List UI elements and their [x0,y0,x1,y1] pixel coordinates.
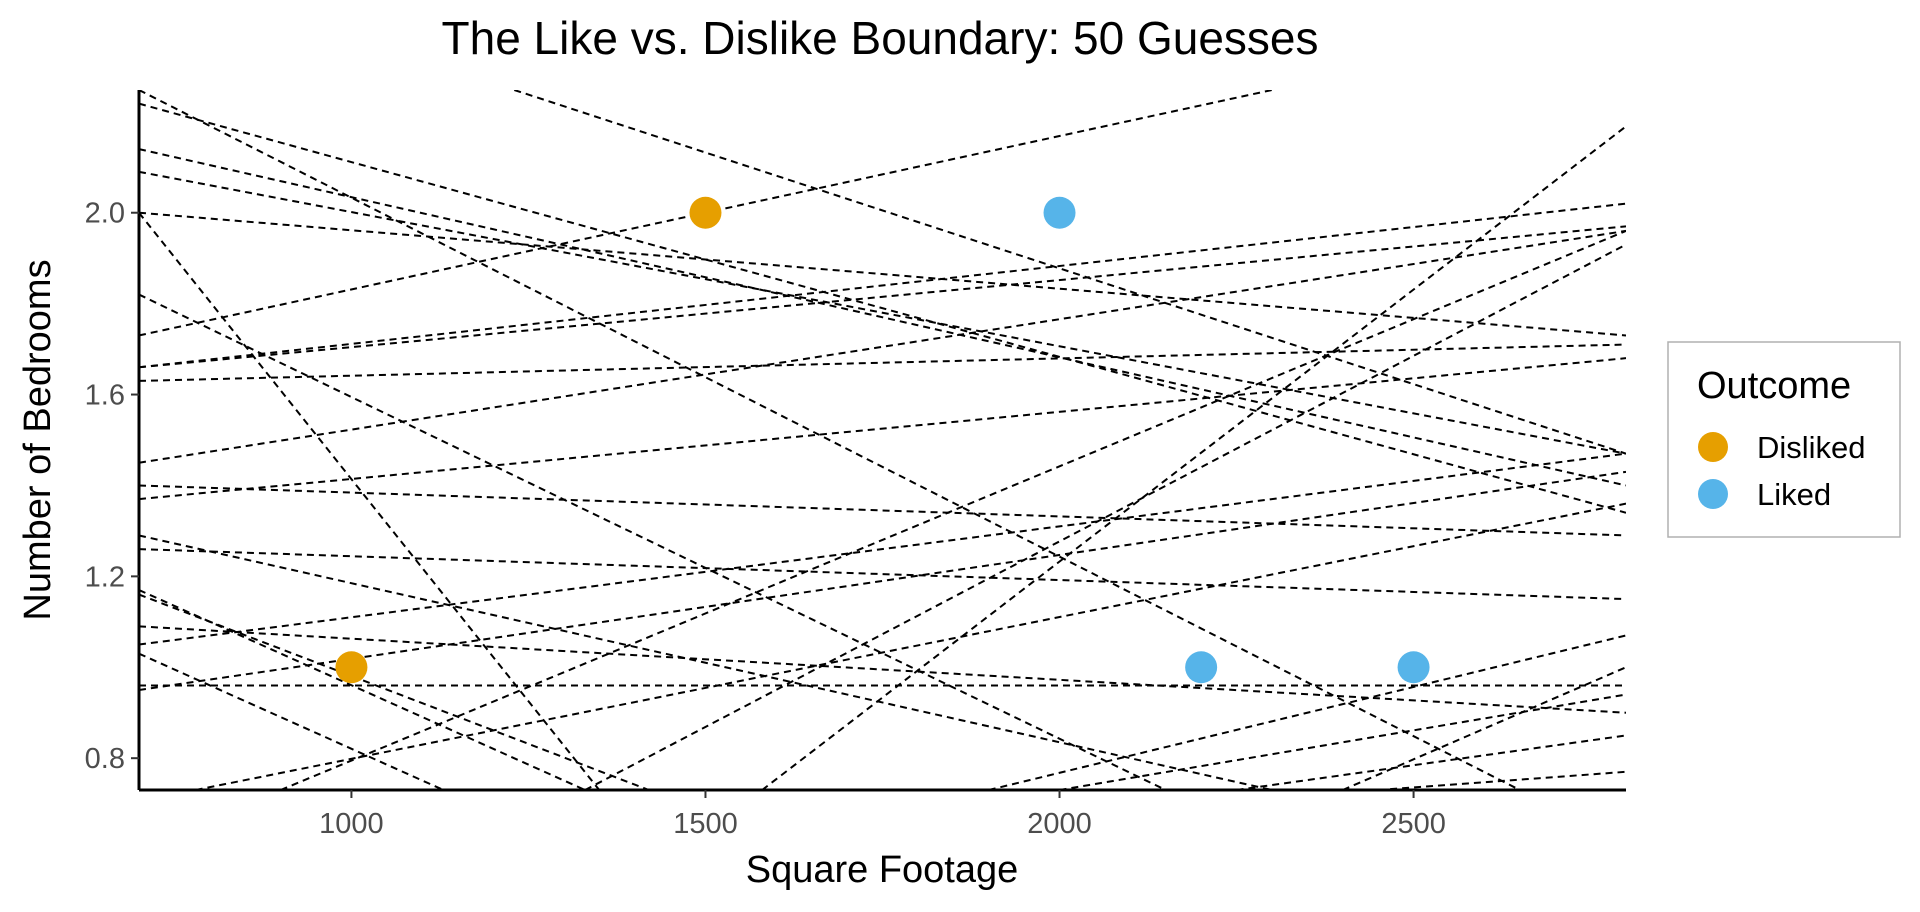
boundary-line-6 [139,212,601,790]
boundary-line-21 [139,452,1626,646]
boundary-line-4 [139,148,1626,487]
x-tick-label-1000: 1000 [319,808,384,840]
point-liked-2 [1185,651,1218,684]
boundary-line-10 [139,202,1626,369]
chart-title: The Like vs. Dislike Boundary: 50 Guesse… [442,12,1319,64]
boundary-line-20 [139,625,1626,714]
data-points [335,196,1430,684]
boundary-line-5 [139,170,1626,455]
legend-swatch-liked [1698,479,1728,509]
y-tick-label-0.8: 0.8 [85,743,125,775]
legend-swatch-disliked [1698,432,1728,462]
boundary-line-32 [1378,770,1626,790]
y-tick-label-2.0: 2.0 [85,198,125,230]
boundary-line-2 [513,90,1626,455]
x-axis-label: Square Footage [746,849,1019,891]
boundary-line-16 [139,548,1626,601]
boundary-line-19 [139,593,650,790]
legend: Outcome Disliked Liked [1667,341,1901,538]
boundary-line-31 [1236,734,1626,790]
boundary-line-3 [139,102,1626,514]
x-tick-label-2000: 2000 [1027,808,1092,840]
boundary-line-18 [139,589,586,790]
boundary-line-22 [139,652,444,790]
boundary-line-14 [139,357,1626,501]
boundary-line-27 [584,243,1626,790]
boundary-line-8 [139,90,1521,790]
point-liked-3 [1397,651,1430,684]
point-disliked-2 [689,196,722,229]
y-tick-label-1.2: 1.2 [85,561,125,593]
boundary-line-7 [139,211,1626,337]
x-tick-label-2500: 2500 [1381,808,1446,840]
boundary-line-13 [139,229,1626,464]
boundary-line-33 [1342,666,1626,790]
boundary-line-12 [139,343,1626,382]
x-axis-ticks: 1000 1500 2000 2500 [319,790,1446,840]
boundary-line-29 [988,634,1626,790]
x-tick-label-1500: 1500 [673,808,738,840]
boundary-line-25 [195,502,1626,790]
boundary-line-26 [280,229,1626,790]
boundary-line-11 [139,225,1626,369]
y-axis-ticks: 0.8 1.2 1.6 2.0 [85,198,139,775]
point-liked-1 [1043,196,1076,229]
legend-title: Outcome [1697,365,1851,407]
boundary-line-17 [139,534,1273,790]
boundary-line-28 [761,125,1626,790]
legend-label-liked: Liked [1757,477,1831,512]
point-disliked-1 [335,651,368,684]
boundary-line-30 [1059,693,1626,790]
boundary-line-15 [139,484,1626,537]
y-tick-label-1.6: 1.6 [85,380,125,412]
boundary-line-9 [139,293,1167,790]
boundary-line-24 [139,470,1626,691]
y-axis-label: Number of Bedrooms [17,259,59,620]
boundary-lines [139,90,1626,790]
legend-label-disliked: Disliked [1757,430,1866,465]
